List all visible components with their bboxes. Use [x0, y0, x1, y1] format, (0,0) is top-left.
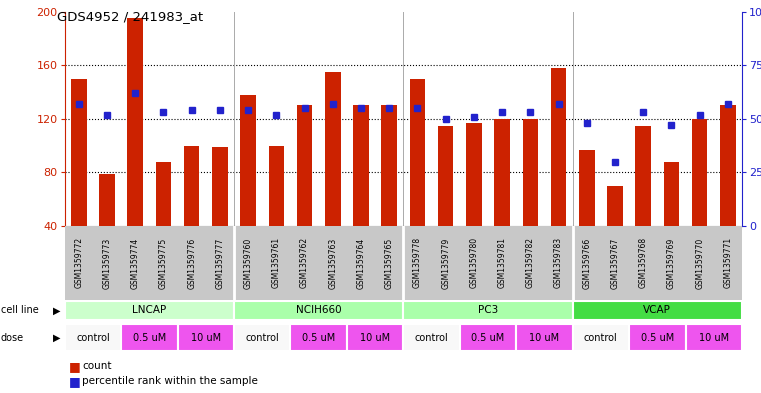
Bar: [325, 72, 340, 226]
Text: 10 uM: 10 uM: [530, 332, 559, 343]
Text: control: control: [76, 332, 110, 343]
Bar: [495, 119, 510, 226]
Text: dose: dose: [1, 332, 24, 343]
Text: GSM1359764: GSM1359764: [356, 237, 365, 288]
Bar: [664, 162, 679, 226]
Bar: [156, 162, 171, 226]
Text: GSM1359769: GSM1359769: [667, 237, 676, 288]
Bar: [409, 79, 425, 226]
Text: PC3: PC3: [478, 305, 498, 316]
Bar: [686, 324, 742, 351]
Text: NCIH660: NCIH660: [296, 305, 342, 316]
Bar: [121, 324, 177, 351]
Text: GSM1359780: GSM1359780: [470, 237, 479, 288]
Bar: [551, 68, 566, 226]
Text: GSM1359778: GSM1359778: [413, 237, 422, 288]
Bar: [353, 105, 369, 226]
Text: 10 uM: 10 uM: [360, 332, 390, 343]
Text: cell line: cell line: [1, 305, 39, 316]
Text: GSM1359776: GSM1359776: [187, 237, 196, 288]
Bar: [579, 150, 594, 226]
Text: 0.5 uM: 0.5 uM: [302, 332, 336, 343]
Bar: [177, 324, 234, 351]
Text: 0.5 uM: 0.5 uM: [471, 332, 505, 343]
Text: GDS4952 / 241983_at: GDS4952 / 241983_at: [57, 10, 203, 23]
Text: GSM1359775: GSM1359775: [159, 237, 168, 288]
Text: GSM1359773: GSM1359773: [103, 237, 112, 288]
Text: 10 uM: 10 uM: [699, 332, 729, 343]
Text: control: control: [584, 332, 618, 343]
Bar: [635, 126, 651, 226]
Bar: [692, 119, 708, 226]
Text: GSM1359762: GSM1359762: [300, 237, 309, 288]
Text: control: control: [245, 332, 279, 343]
Text: GSM1359783: GSM1359783: [554, 237, 563, 288]
Text: 0.5 uM: 0.5 uM: [132, 332, 166, 343]
Text: VCAP: VCAP: [643, 305, 671, 316]
Text: GSM1359781: GSM1359781: [498, 237, 507, 288]
Text: count: count: [82, 361, 112, 371]
Text: ▶: ▶: [53, 305, 61, 316]
Text: ▶: ▶: [53, 332, 61, 343]
Bar: [523, 119, 538, 226]
Text: GSM1359767: GSM1359767: [610, 237, 619, 288]
Bar: [65, 301, 234, 320]
Bar: [234, 324, 291, 351]
Bar: [269, 146, 284, 226]
Text: GSM1359768: GSM1359768: [638, 237, 648, 288]
Bar: [607, 186, 622, 226]
Text: GSM1359763: GSM1359763: [328, 237, 337, 288]
Bar: [516, 324, 572, 351]
Bar: [184, 146, 199, 226]
Text: ■: ■: [68, 375, 80, 388]
Text: GSM1359777: GSM1359777: [215, 237, 224, 288]
Bar: [65, 324, 121, 351]
Text: GSM1359770: GSM1359770: [695, 237, 704, 288]
Bar: [572, 301, 742, 320]
Bar: [212, 147, 228, 226]
Bar: [347, 324, 403, 351]
Bar: [291, 324, 347, 351]
Bar: [720, 105, 736, 226]
Bar: [403, 301, 572, 320]
Bar: [460, 324, 516, 351]
Text: GSM1359760: GSM1359760: [244, 237, 253, 288]
Text: LNCAP: LNCAP: [132, 305, 167, 316]
Text: GSM1359765: GSM1359765: [385, 237, 393, 288]
Text: GSM1359771: GSM1359771: [724, 237, 732, 288]
Text: percentile rank within the sample: percentile rank within the sample: [82, 376, 258, 386]
Bar: [71, 79, 87, 226]
Text: GSM1359774: GSM1359774: [131, 237, 140, 288]
Text: GSM1359782: GSM1359782: [526, 237, 535, 288]
Text: GSM1359761: GSM1359761: [272, 237, 281, 288]
Bar: [438, 126, 454, 226]
Text: ■: ■: [68, 360, 80, 373]
Bar: [629, 324, 686, 351]
Text: 0.5 uM: 0.5 uM: [641, 332, 674, 343]
Text: control: control: [415, 332, 448, 343]
Bar: [466, 123, 482, 226]
Bar: [240, 95, 256, 226]
Bar: [99, 174, 115, 226]
Bar: [234, 301, 403, 320]
Text: GSM1359766: GSM1359766: [582, 237, 591, 288]
Text: GSM1359779: GSM1359779: [441, 237, 451, 288]
Text: GSM1359772: GSM1359772: [75, 237, 83, 288]
Bar: [572, 324, 629, 351]
Bar: [128, 18, 143, 226]
Bar: [381, 105, 397, 226]
Text: 10 uM: 10 uM: [191, 332, 221, 343]
Bar: [403, 324, 460, 351]
Bar: [297, 105, 312, 226]
